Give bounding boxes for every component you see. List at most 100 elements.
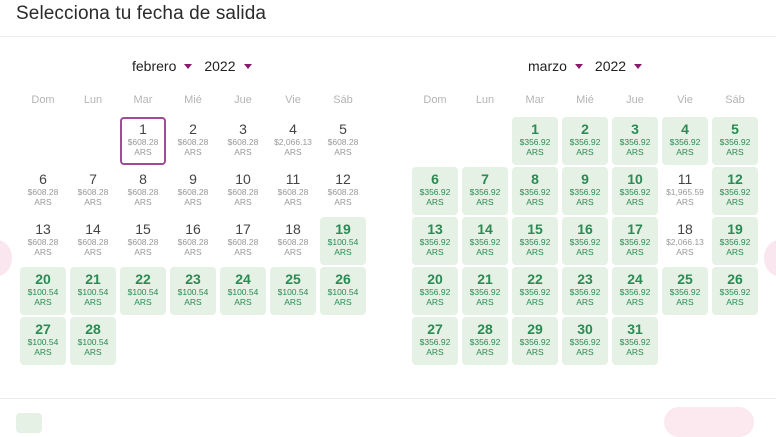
day-cell[interactable]: 21 $356.92 ARS bbox=[462, 267, 508, 315]
caret-down-icon bbox=[634, 63, 643, 69]
day-cell[interactable]: 20 $100.54 ARS bbox=[20, 267, 66, 315]
weekday-label: Lun bbox=[475, 94, 495, 106]
day-cell[interactable]: 12 $356.92 ARS bbox=[712, 167, 758, 215]
day-cell[interactable]: 22 $356.92 ARS bbox=[512, 267, 558, 315]
day-cell[interactable]: 5 $608.28 ARS bbox=[320, 117, 366, 165]
day-cell[interactable]: 11 $1,965.59 ARS bbox=[662, 167, 708, 215]
footer-button[interactable] bbox=[664, 407, 754, 437]
year-dropdown[interactable]: 2022 bbox=[595, 56, 643, 76]
calendar-month-february: febrero 2022 Dom Lun Mar Mié Jue Vie Sáb… bbox=[18, 38, 368, 378]
day-price: $608.28 bbox=[77, 187, 109, 197]
day-currency: ARS bbox=[426, 197, 444, 207]
day-cell[interactable]: 31 $356.92 ARS bbox=[612, 317, 658, 365]
day-cell[interactable]: 3 $356.92 ARS bbox=[612, 117, 658, 165]
month-year-selector: marzo 2022 bbox=[528, 56, 643, 76]
day-cell[interactable]: 13 $356.92 ARS bbox=[412, 217, 458, 265]
day-cell[interactable]: 6 $356.92 ARS bbox=[412, 167, 458, 215]
day-price: $608.28 bbox=[277, 237, 309, 247]
day-cell[interactable]: 4 $356.92 ARS bbox=[662, 117, 708, 165]
year-dropdown[interactable]: 2022 bbox=[204, 56, 252, 76]
day-currency: ARS bbox=[34, 197, 52, 207]
page-title: Selecciona tu fecha de salida bbox=[16, 3, 267, 24]
day-currency: ARS bbox=[526, 197, 544, 207]
day-cell[interactable]: 11 $608.28 ARS bbox=[270, 167, 316, 215]
day-currency: ARS bbox=[234, 197, 252, 207]
day-number: 20 bbox=[35, 271, 51, 287]
day-currency: ARS bbox=[426, 347, 444, 357]
month-dropdown[interactable]: febrero bbox=[132, 56, 193, 76]
day-cell[interactable]: 29 $356.92 ARS bbox=[512, 317, 558, 365]
day-cell[interactable]: 7 $608.28 ARS bbox=[70, 167, 116, 215]
weekday-label: Jue bbox=[234, 94, 252, 106]
day-cell[interactable]: 20 $356.92 ARS bbox=[412, 267, 458, 315]
day-cell[interactable]: 9 $356.92 ARS bbox=[562, 167, 608, 215]
day-cell[interactable]: 21 $100.54 ARS bbox=[70, 267, 116, 315]
day-price: $356.92 bbox=[419, 287, 451, 297]
day-cell[interactable]: 14 $608.28 ARS bbox=[70, 217, 116, 265]
day-currency: ARS bbox=[576, 347, 594, 357]
day-cell[interactable]: 12 $608.28 ARS bbox=[320, 167, 366, 215]
day-cell[interactable]: 23 $100.54 ARS bbox=[170, 267, 216, 315]
day-cell[interactable]: 3 $608.28 ARS bbox=[220, 117, 266, 165]
day-cell[interactable]: 28 $100.54 ARS bbox=[70, 317, 116, 365]
day-cell[interactable]: 17 $608.28 ARS bbox=[220, 217, 266, 265]
day-cell[interactable]: 16 $608.28 ARS bbox=[170, 217, 216, 265]
day-cell[interactable]: 16 $356.92 ARS bbox=[562, 217, 608, 265]
day-cell[interactable]: 27 $356.92 ARS bbox=[412, 317, 458, 365]
day-cell[interactable]: 18 $608.28 ARS bbox=[270, 217, 316, 265]
day-cell[interactable]: 18 $2,066.13 ARS bbox=[662, 217, 708, 265]
day-cell[interactable]: 1 $608.28 ARS bbox=[120, 117, 166, 165]
month-label: marzo bbox=[528, 58, 567, 74]
day-cell[interactable]: 2 $608.28 ARS bbox=[170, 117, 216, 165]
day-cell[interactable]: 7 $356.92 ARS bbox=[462, 167, 508, 215]
month-dropdown[interactable]: marzo bbox=[528, 56, 583, 76]
day-grid: 1 $356.92 ARS 2 $356.92 ARS 3 $356.92 ARS 4 $356.9… bbox=[410, 117, 760, 367]
day-cell[interactable]: 10 $608.28 ARS bbox=[220, 167, 266, 215]
day-number: 27 bbox=[427, 321, 443, 337]
day-currency: ARS bbox=[476, 297, 494, 307]
day-cell[interactable]: 17 $356.92 ARS bbox=[612, 217, 658, 265]
day-currency: ARS bbox=[284, 247, 302, 257]
day-cell[interactable]: 28 $356.92 ARS bbox=[462, 317, 508, 365]
day-cell[interactable]: 13 $608.28 ARS bbox=[20, 217, 66, 265]
day-cell[interactable]: 30 $356.92 ARS bbox=[562, 317, 608, 365]
day-cell[interactable]: 5 $356.92 ARS bbox=[712, 117, 758, 165]
day-cell[interactable]: 15 $356.92 ARS bbox=[512, 217, 558, 265]
day-cell[interactable]: 26 $356.92 ARS bbox=[712, 267, 758, 315]
day-currency: ARS bbox=[284, 297, 302, 307]
day-cell[interactable]: 14 $356.92 ARS bbox=[462, 217, 508, 265]
day-cell[interactable]: 6 $608.28 ARS bbox=[20, 167, 66, 215]
day-cell[interactable]: 4 $2,066.13 ARS bbox=[270, 117, 316, 165]
day-price: $356.92 bbox=[619, 287, 651, 297]
next-month-button[interactable] bbox=[764, 240, 776, 276]
day-cell[interactable]: 15 $608.28 ARS bbox=[120, 217, 166, 265]
day-number: 28 bbox=[477, 321, 493, 337]
day-price: $608.28 bbox=[27, 187, 59, 197]
day-price: $608.28 bbox=[227, 187, 259, 197]
day-cell[interactable]: 25 $100.54 ARS bbox=[270, 267, 316, 315]
day-cell[interactable]: 25 $356.92 ARS bbox=[662, 267, 708, 315]
prev-month-button[interactable] bbox=[0, 240, 12, 276]
day-cell[interactable]: 19 $100.54 ARS bbox=[320, 217, 366, 265]
day-currency: ARS bbox=[626, 197, 644, 207]
day-price: $356.92 bbox=[569, 287, 601, 297]
day-cell[interactable]: 1 $356.92 ARS bbox=[512, 117, 558, 165]
day-currency: ARS bbox=[426, 297, 444, 307]
day-cell[interactable]: 8 $356.92 ARS bbox=[512, 167, 558, 215]
day-cell[interactable]: 26 $100.54 ARS bbox=[320, 267, 366, 315]
day-cell[interactable]: 2 $356.92 ARS bbox=[562, 117, 608, 165]
day-cell[interactable]: 8 $608.28 ARS bbox=[120, 167, 166, 215]
day-number: 15 bbox=[135, 221, 151, 237]
day-cell[interactable]: 24 $356.92 ARS bbox=[612, 267, 658, 315]
day-cell[interactable]: 22 $100.54 ARS bbox=[120, 267, 166, 315]
day-cell[interactable]: 27 $100.54 ARS bbox=[20, 317, 66, 365]
day-cell[interactable]: 19 $356.92 ARS bbox=[712, 217, 758, 265]
day-cell[interactable]: 10 $356.92 ARS bbox=[612, 167, 658, 215]
day-number: 25 bbox=[677, 271, 693, 287]
day-number: 11 bbox=[285, 171, 301, 187]
day-currency: ARS bbox=[184, 247, 202, 257]
day-cell[interactable]: 23 $356.92 ARS bbox=[562, 267, 608, 315]
day-number: 9 bbox=[581, 171, 589, 187]
day-cell[interactable]: 9 $608.28 ARS bbox=[170, 167, 216, 215]
day-cell[interactable]: 24 $100.54 ARS bbox=[220, 267, 266, 315]
